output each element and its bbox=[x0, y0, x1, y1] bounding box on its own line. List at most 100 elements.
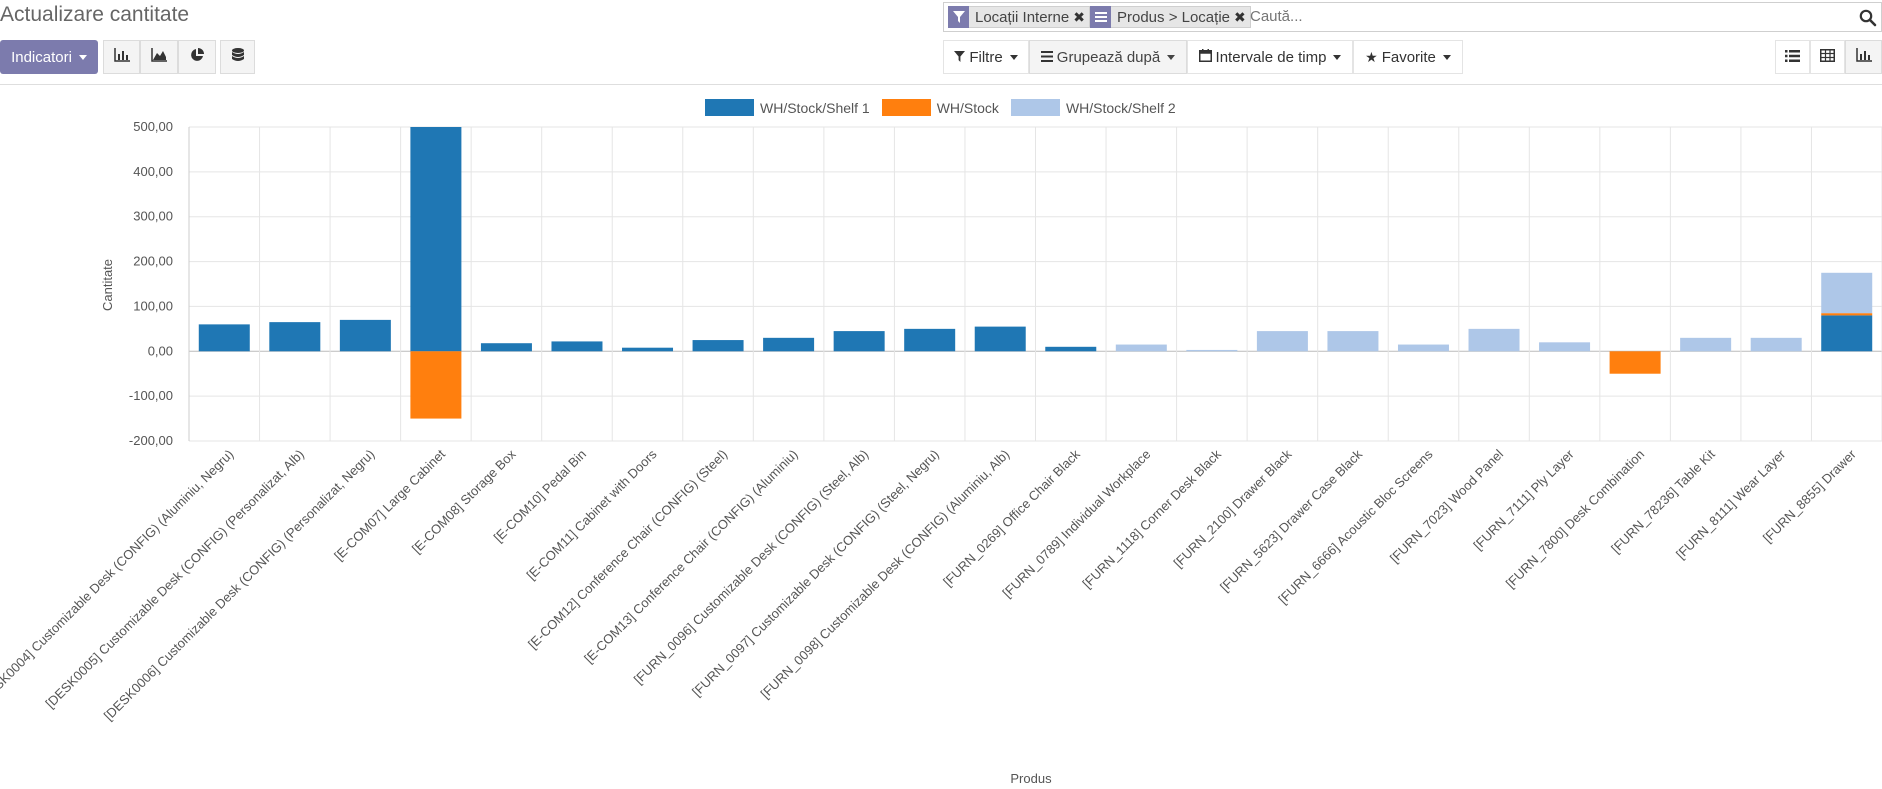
pivot-view-button[interactable] bbox=[1810, 40, 1845, 74]
search-icon[interactable] bbox=[1859, 9, 1877, 27]
facet-label: Locații Interne bbox=[975, 8, 1070, 26]
bar-chart-button[interactable] bbox=[103, 40, 140, 74]
x-tick-label: [FURN_1118] Corner Desk Black bbox=[1079, 446, 1224, 591]
x-tick-label: [FURN_6666] Acoustic Bloc Screens bbox=[1275, 446, 1436, 607]
x-tick-label: [FURN_2100] Drawer Black bbox=[1170, 446, 1294, 570]
filter-icon bbox=[948, 6, 969, 28]
remove-facet-icon[interactable]: ✖ bbox=[1073, 8, 1085, 25]
bar[interactable] bbox=[974, 326, 1026, 352]
x-tick-label: [FURN_0789] Individual Workplace bbox=[999, 447, 1153, 601]
bar[interactable] bbox=[410, 351, 462, 419]
bar[interactable] bbox=[1115, 344, 1167, 352]
groupby-dropdown[interactable]: Grupează după bbox=[1029, 40, 1187, 74]
legend-swatch bbox=[881, 99, 931, 116]
bar[interactable] bbox=[1256, 331, 1308, 352]
pie-chart-button[interactable] bbox=[178, 40, 216, 74]
search-facet[interactable]: Produs > Locație ✖ bbox=[1090, 6, 1251, 28]
database-icon bbox=[231, 47, 244, 67]
toolbar-divider bbox=[0, 84, 1882, 85]
y-tick-label: -200,00 bbox=[129, 433, 173, 448]
bar[interactable] bbox=[1327, 331, 1379, 352]
bar[interactable] bbox=[480, 343, 532, 352]
y-tick-label: 400,00 bbox=[133, 164, 173, 179]
chevron-down-icon bbox=[78, 54, 87, 60]
chevron-down-icon bbox=[1009, 54, 1018, 60]
y-tick-label: 500,00 bbox=[133, 119, 173, 134]
x-tick-label: [FURN_0269] Office Chair Black bbox=[940, 446, 1083, 589]
bar[interactable] bbox=[904, 328, 956, 352]
bar[interactable] bbox=[198, 324, 250, 352]
legend-label: WH/Stock/Shelf 1 bbox=[760, 99, 870, 116]
bar[interactable] bbox=[1821, 313, 1873, 316]
bar[interactable] bbox=[622, 347, 674, 352]
legend-item[interactable]: WH/Stock/Shelf 2 bbox=[1010, 99, 1176, 116]
remove-facet-icon[interactable]: ✖ bbox=[1234, 8, 1246, 25]
filter-icon bbox=[954, 49, 966, 66]
bar-chart-icon bbox=[113, 48, 130, 66]
filters-label: Filtre bbox=[969, 48, 1003, 66]
list-icon bbox=[1785, 49, 1800, 66]
star-icon: ★ bbox=[1365, 48, 1378, 65]
list-view-button[interactable] bbox=[1775, 40, 1810, 74]
legend-label: WH/Stock/Shelf 2 bbox=[1065, 99, 1176, 116]
bar[interactable] bbox=[269, 322, 321, 352]
bar[interactable] bbox=[1821, 272, 1873, 314]
bar[interactable] bbox=[1186, 349, 1238, 352]
bar[interactable] bbox=[833, 331, 885, 352]
legend-swatch bbox=[705, 99, 754, 116]
chart-legend: WH/Stock/Shelf 1 WH/Stock WH/Stock/Shelf… bbox=[705, 99, 1188, 116]
x-tick-label: [FURN_0096] Customizable Desk (CONFIG) (… bbox=[631, 447, 871, 687]
chevron-down-icon bbox=[1442, 54, 1451, 60]
indicators-dropdown[interactable]: Indicatori bbox=[0, 40, 98, 74]
chevron-down-icon bbox=[1333, 54, 1342, 60]
y-axis-label: Cantitate bbox=[100, 259, 115, 311]
bar[interactable] bbox=[1609, 351, 1661, 374]
calendar-icon bbox=[1198, 48, 1212, 66]
list-icon bbox=[1090, 6, 1111, 28]
bar[interactable] bbox=[1821, 315, 1873, 352]
y-tick-label: -100,00 bbox=[129, 388, 173, 403]
facet-label: Produs > Locație bbox=[1117, 8, 1230, 26]
bar[interactable] bbox=[1750, 337, 1802, 352]
pie-chart-icon bbox=[190, 48, 204, 66]
bar[interactable] bbox=[763, 337, 815, 352]
search-bar[interactable]: Locații Interne ✖ Produs > Locație ✖ bbox=[943, 2, 1882, 32]
bar[interactable] bbox=[1045, 346, 1097, 352]
indicators-label: Indicatori bbox=[11, 48, 72, 66]
area-chart-icon bbox=[151, 48, 167, 66]
x-tick-label: [DESK0005] Customizable Desk (CONFIG) (P… bbox=[42, 447, 307, 712]
bar[interactable] bbox=[339, 319, 391, 352]
chevron-down-icon bbox=[1167, 54, 1176, 60]
x-tick-label: [FURN_0097] Customizable Desk (CONFIG) (… bbox=[689, 447, 942, 700]
bar-chart-icon bbox=[1855, 48, 1872, 66]
bar[interactable] bbox=[692, 340, 744, 352]
bar[interactable] bbox=[551, 341, 603, 352]
legend-item[interactable]: WH/Stock bbox=[881, 99, 999, 116]
bar[interactable] bbox=[1680, 337, 1732, 352]
x-axis-label: Produs bbox=[1010, 771, 1052, 786]
groupby-label: Grupează după bbox=[1056, 48, 1161, 66]
filters-dropdown[interactable]: Filtre bbox=[943, 40, 1029, 74]
bar[interactable] bbox=[1539, 342, 1591, 352]
x-tick-label: [E-COM11] Cabinet with Doors bbox=[524, 446, 660, 582]
bar[interactable] bbox=[410, 127, 462, 352]
x-tick-label: [DESK0004] Customizable Desk (CONFIG) (A… bbox=[0, 447, 236, 708]
stacked-toggle-button[interactable] bbox=[220, 40, 255, 74]
x-tick-label: [FURN_7023] Wood Panel bbox=[1387, 446, 1506, 565]
bar[interactable] bbox=[1397, 344, 1449, 352]
y-tick-label: 200,00 bbox=[133, 254, 173, 269]
y-tick-label: 300,00 bbox=[133, 209, 173, 224]
time-intervals-dropdown[interactable]: Intervale de timp bbox=[1187, 40, 1353, 74]
line-chart-button[interactable] bbox=[140, 40, 178, 74]
favorites-label: Favorite bbox=[1381, 48, 1436, 66]
y-tick-label: 0,00 bbox=[148, 343, 173, 358]
bar[interactable] bbox=[1468, 328, 1520, 352]
favorites-dropdown[interactable]: ★ Favorite bbox=[1353, 40, 1463, 74]
search-input[interactable] bbox=[1250, 8, 1790, 25]
x-tick-label: [FURN_7800] Desk Combination bbox=[1503, 447, 1647, 591]
x-tick-label: [FURN_5623] Drawer Case Black bbox=[1217, 446, 1365, 594]
legend-item[interactable]: WH/Stock/Shelf 1 bbox=[705, 99, 870, 116]
bars-icon bbox=[1040, 49, 1053, 66]
search-facet[interactable]: Locații Interne ✖ bbox=[948, 6, 1090, 28]
